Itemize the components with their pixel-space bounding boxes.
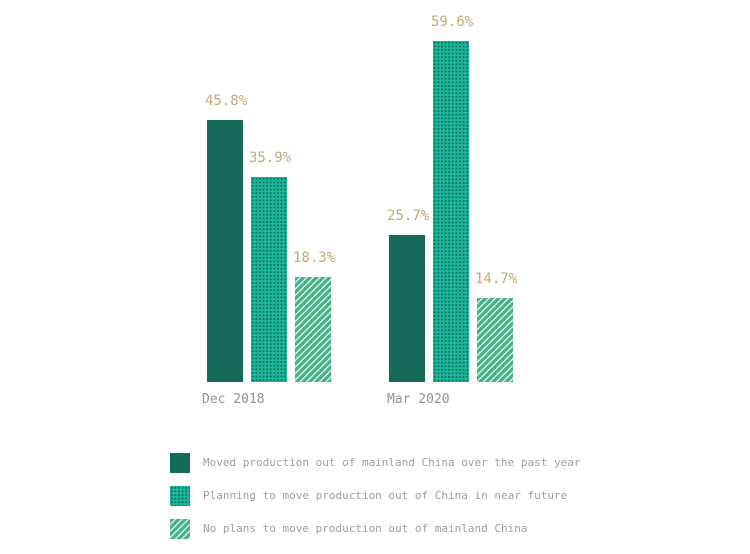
legend-item-planning-to-move: Planning to move production out of China… [170, 486, 581, 506]
value-label-series2-dec-2018: 35.9% [249, 150, 292, 166]
legend-item-no-plans: No plans to move production out of mainl… [170, 519, 581, 539]
bar-series2-mar-2020 [433, 41, 469, 382]
legend-swatch-dotted [170, 486, 190, 506]
value-label-series3-dec-2018: 18.3% [293, 250, 336, 266]
legend-item-moved-production: Moved production out of mainland China o… [170, 453, 581, 473]
legend-swatch-solid [170, 453, 190, 473]
bar-series3-dec-2018 [295, 277, 331, 382]
bar-series1-dec-2018 [207, 120, 243, 382]
bar-series2-dec-2018 [251, 177, 287, 382]
legend-label-no-plans: No plans to move production out of mainl… [203, 522, 528, 535]
bar-chart-plot-area: Dec 2018 Mar 2020 45.8% 35.9% 18.3% 25.7% 59… [202, 14, 518, 407]
value-label-series2-mar-2020: 59.6% [431, 14, 474, 30]
legend-swatch-hatched [170, 519, 190, 539]
bar-series1-mar-2020 [389, 235, 425, 382]
legend-label-planning-to-move: Planning to move production out of China… [203, 489, 568, 502]
x-axis-label-dec-2018: Dec 2018 [202, 392, 265, 407]
legend: Moved production out of mainland China o… [170, 453, 581, 552]
value-label-series1-mar-2020: 25.7% [387, 208, 430, 224]
legend-label-moved-production: Moved production out of mainland China o… [203, 456, 581, 469]
value-label-series3-mar-2020: 14.7% [475, 271, 518, 287]
x-axis-label-mar-2020: Mar 2020 [387, 392, 450, 407]
value-label-series1-dec-2018: 45.8% [205, 93, 248, 109]
bar-series3-mar-2020 [477, 298, 513, 382]
